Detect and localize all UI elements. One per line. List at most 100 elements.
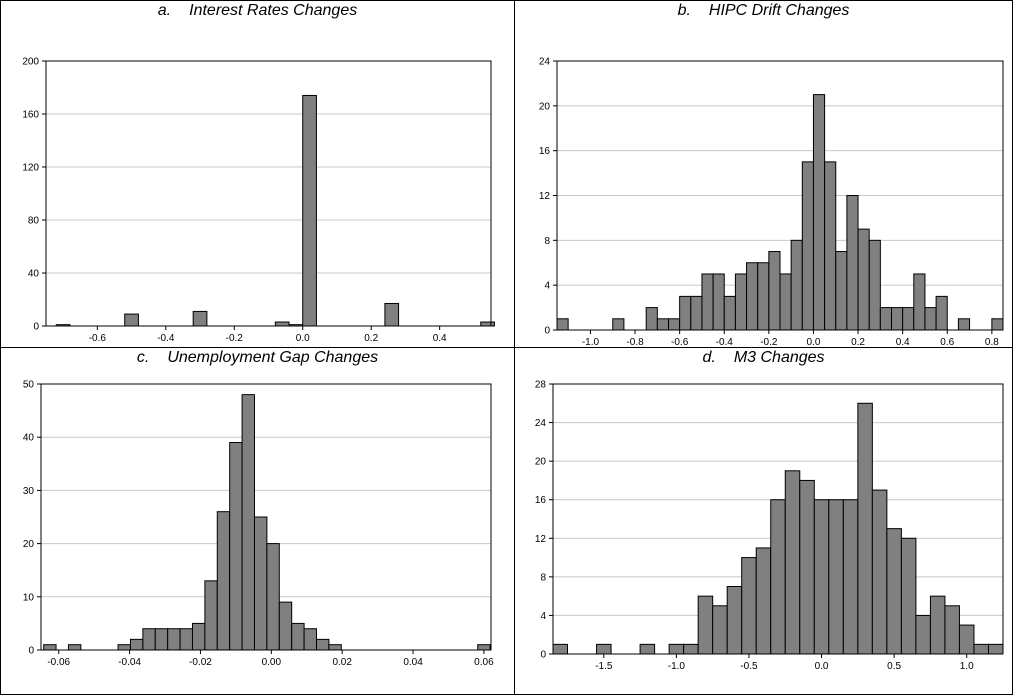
y-tick-label: 28 (535, 380, 547, 391)
histogram-bar (639, 643, 656, 655)
panel-c-label: c. (136, 349, 150, 366)
histogram-bar (915, 614, 931, 655)
histogram-bar (857, 228, 870, 331)
y-tick-label: 16 (535, 495, 547, 506)
y-tick-label: 160 (22, 110, 39, 121)
histogram-bar (192, 310, 208, 327)
x-tick-label: 1.0 (960, 661, 974, 672)
histogram-bar (886, 528, 902, 655)
y-tick-label: 0 (544, 326, 550, 337)
histogram-bar (741, 557, 757, 655)
histogram-bar (701, 273, 714, 331)
histogram-bar (179, 628, 193, 651)
histogram-bar (216, 511, 231, 651)
histogram-bar (957, 318, 971, 331)
x-tick-label: 0.0 (296, 333, 310, 344)
histogram-bar (142, 628, 156, 651)
histogram-bar (846, 195, 859, 331)
x-tick-label: -0.02 (189, 657, 212, 668)
histogram-bar (913, 273, 926, 331)
y-tick-label: 10 (23, 592, 35, 603)
histogram-bar (668, 643, 685, 655)
histogram-bar (726, 586, 743, 655)
x-tick-label: -0.04 (118, 657, 141, 668)
y-tick-label: 20 (539, 101, 551, 112)
x-tick-label: 0.06 (474, 657, 494, 668)
histogram-bar (274, 321, 290, 327)
histogram-bar (596, 643, 612, 655)
histogram-bar (757, 262, 770, 331)
histogram-bar (987, 643, 1004, 655)
y-tick-label: 80 (28, 216, 40, 227)
panel-b: b. HIPC Drift Changes 0 4 8 12 16 20 24 -1.0 -0.8… (514, 0, 1013, 348)
y-tick-label: 0 (33, 322, 39, 333)
panel-b-title-text: HIPC Drift Changes (708, 2, 850, 19)
y-tick-label: 0 (540, 650, 546, 661)
histogram-bar (828, 499, 844, 655)
histogram-bar (784, 470, 801, 655)
histogram-bar (328, 644, 342, 651)
histogram-bar (266, 543, 280, 651)
chart-c: 0 10 20 30 40 50 -0.06 -0.04 -0.02 0.00 0.02 0.04 0.… (23, 380, 494, 669)
histogram-bar (801, 161, 814, 331)
histogram-bar (900, 537, 917, 655)
x-tick-label: -0.6 (671, 337, 689, 348)
panel-c-title: c. Unemployment Gap Changes (1, 348, 514, 368)
x-tick-label: 0.02 (332, 657, 352, 668)
histogram-bar (779, 273, 792, 331)
x-tick-label: -0.4 (716, 337, 734, 348)
y-tick-label: 8 (544, 236, 550, 247)
histogram-bar (813, 499, 830, 655)
histogram-bar (824, 161, 837, 331)
histogram-bar (67, 644, 82, 651)
histogram-bar (734, 273, 748, 331)
panel-b-label: b. (677, 2, 691, 19)
x-tick-label: 0.4 (896, 337, 910, 348)
x-tick-label: -0.2 (226, 333, 244, 344)
y-tick-label: 200 (22, 57, 39, 68)
x-tick-label: 0.00 (262, 657, 282, 668)
panel-c-title-text: Unemployment Gap Changes (167, 349, 379, 366)
y-tick-label: 24 (539, 57, 551, 68)
x-tick-label: -1.5 (595, 661, 613, 672)
x-tick-label: 0.0 (806, 337, 820, 348)
panel-a-title-text: Interest Rates Changes (189, 2, 358, 19)
histogram-bar (929, 595, 946, 655)
histogram-bar (117, 644, 131, 651)
histogram-bar (303, 628, 317, 651)
histogram-bar (656, 318, 670, 331)
histogram-bar (241, 394, 255, 651)
y-tick-label: 8 (540, 572, 546, 583)
x-tick-label: 0.0 (815, 661, 829, 672)
x-tick-label: 0.2 (364, 333, 378, 344)
histogram-bar (552, 643, 569, 655)
y-tick-label: 50 (23, 380, 35, 391)
histogram-bar (229, 442, 243, 651)
histogram-bar (871, 489, 888, 655)
histogram-bar (278, 601, 293, 651)
y-tick-label: 120 (22, 163, 39, 174)
histogram-bar (315, 638, 330, 651)
x-tick-label: 0.5 (887, 661, 901, 672)
panel-b-title: b. HIPC Drift Changes (515, 1, 1012, 21)
x-tick-label: -0.5 (740, 661, 758, 672)
histogram-bar (43, 644, 57, 651)
histogram-bar (154, 628, 169, 651)
x-tick-label: -1.0 (668, 661, 686, 672)
y-tick-label: 4 (540, 611, 546, 622)
x-tick-label: -0.6 (89, 333, 107, 344)
panel-c: c. Unemployment Gap Changes 0 10 20 30 40 50 -0… (0, 347, 515, 695)
histogram-bar (924, 307, 937, 331)
histogram-bar (902, 307, 915, 331)
x-tick-label: -0.2 (760, 337, 778, 348)
x-tick-label: -0.06 (47, 657, 70, 668)
histogram-bar (291, 622, 305, 651)
chart-d: 0 4 8 12 16 20 24 28 -1.5 -1.0 -0.5 0.0 0.5 1.0 (535, 380, 1004, 672)
panel-d-title-text: M3 Changes (733, 349, 825, 366)
y-tick-label: 0 (28, 646, 34, 657)
histogram-bar (891, 307, 904, 331)
x-tick-label: 0.8 (985, 337, 999, 348)
histogram-bar (812, 94, 826, 331)
histogram-bar (612, 318, 625, 331)
